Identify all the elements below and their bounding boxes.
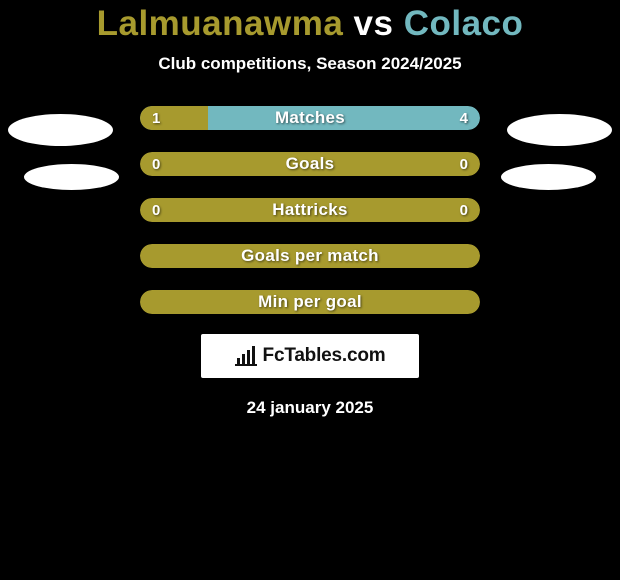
- bar-chart-icon: [235, 346, 259, 366]
- player-b-avatar-placeholder: [507, 114, 612, 146]
- stat-bar-hattricks: 00Hattricks: [140, 198, 480, 222]
- snapshot-date: 24 january 2025: [0, 398, 620, 418]
- stat-bar-goals: 00Goals: [140, 152, 480, 176]
- brand-text: FcTables.com: [263, 345, 386, 367]
- stat-label: Min per goal: [140, 290, 480, 314]
- player-a-avatar-placeholder: [24, 164, 119, 190]
- player-b-avatar-placeholder: [501, 164, 596, 190]
- brand-box[interactable]: FcTables.com: [201, 334, 419, 378]
- stat-label: Goals: [140, 152, 480, 176]
- stat-label: Hattricks: [140, 198, 480, 222]
- player-a-name: Lalmuanawma: [97, 4, 344, 43]
- page-title: Lalmuanawma vs Colaco: [0, 4, 620, 44]
- stat-bar-min_per_goal: Min per goal: [140, 290, 480, 314]
- stat-bar-matches: 14Matches: [140, 106, 480, 130]
- title-vs: vs: [354, 4, 394, 43]
- comparison-card: Lalmuanawma vs Colaco Club competitions,…: [0, 0, 620, 418]
- stat-label: Goals per match: [140, 244, 480, 268]
- subtitle: Club competitions, Season 2024/2025: [0, 54, 620, 74]
- player-b-name: Colaco: [404, 4, 524, 43]
- player-a-avatar-placeholder: [8, 114, 113, 146]
- stats-stage: 14Matches 00Goals 00Hattricks Goals per mat…: [0, 106, 620, 418]
- stat-label: Matches: [140, 106, 480, 130]
- stat-bars: 14Matches 00Goals 00Hattricks Goals per mat…: [140, 106, 480, 314]
- stat-bar-goals_per_match: Goals per match: [140, 244, 480, 268]
